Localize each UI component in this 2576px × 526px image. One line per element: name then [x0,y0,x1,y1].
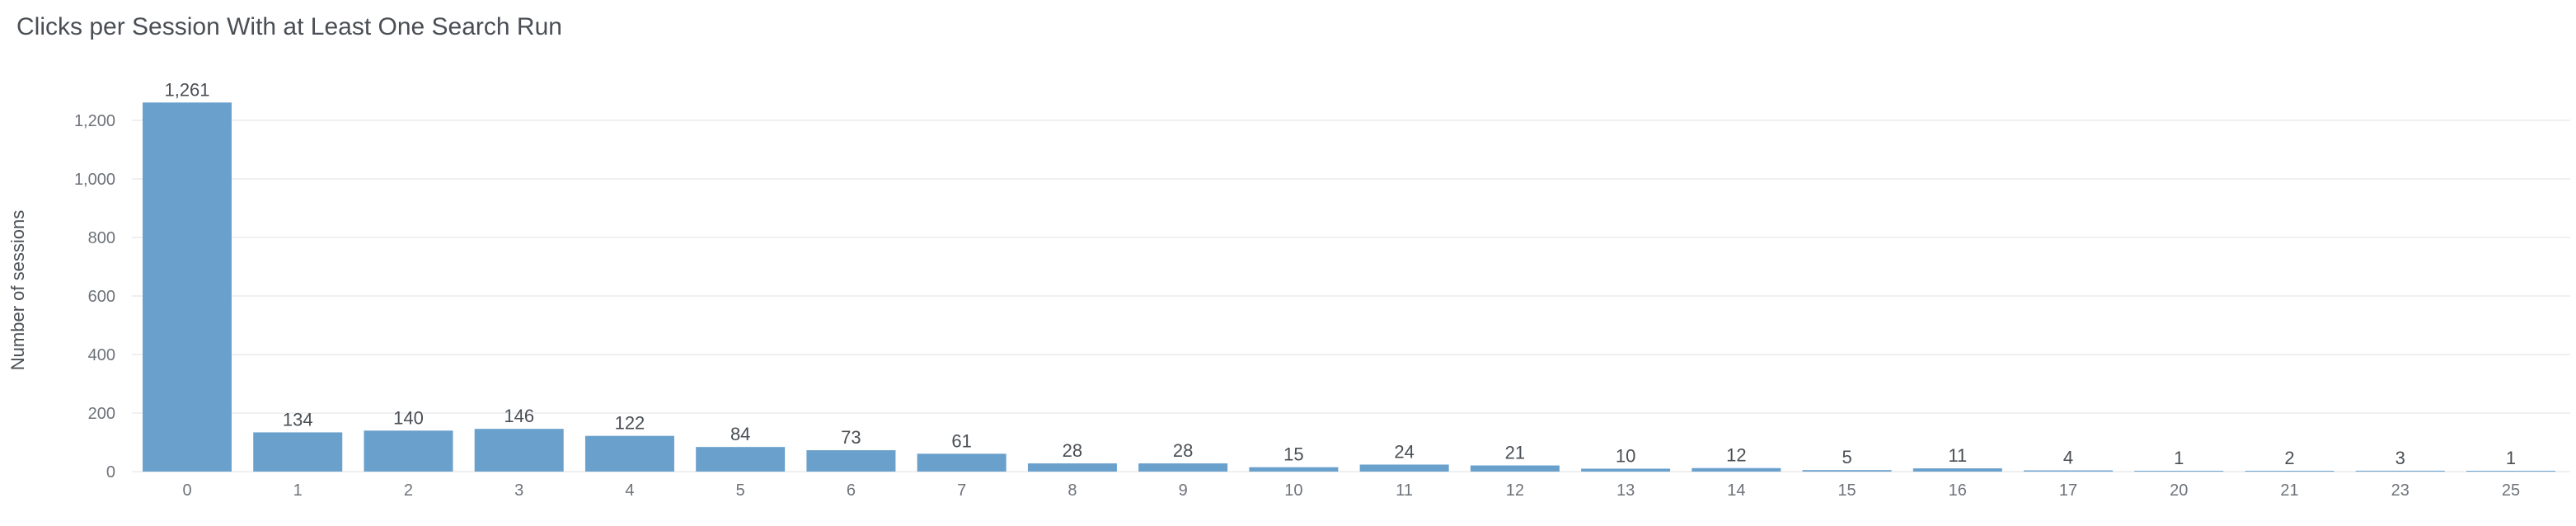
x-tick-label: 5 [736,481,745,500]
x-tick-label: 1 [293,481,303,500]
x-tick-label: 4 [625,481,634,500]
bar-data-label: 12 [1726,445,1746,466]
y-axis-title: Number of sessions [7,210,28,370]
x-tick-label: 20 [2170,481,2188,500]
bar-data-label: 1 [2506,448,2516,468]
bar-2[interactable] [364,430,453,472]
x-tick-label: 14 [1727,481,1745,500]
x-tick-label: 8 [1067,481,1077,500]
x-tick-label: 2 [404,481,413,500]
x-tick-label: 6 [847,481,856,500]
bar-data-label: 3 [2395,448,2405,468]
x-tick-label: 10 [1284,481,1302,500]
bar-10[interactable] [1249,467,1339,472]
bar-13[interactable] [1581,468,1671,472]
bar-16[interactable] [1912,468,2002,472]
bar-data-label: 21 [1505,443,1525,463]
bar-data-label: 1,261 [164,79,209,100]
bar-3[interactable] [474,429,564,472]
x-tick-label: 11 [1396,481,1413,500]
bar-14[interactable] [1692,467,1781,472]
bar-12[interactable] [1470,465,1560,472]
bar-data-label: 10 [1616,445,1635,466]
x-tick-label: 7 [957,481,966,500]
x-tick-label: 3 [514,481,523,500]
bar-0[interactable] [143,102,232,472]
bar-data-label: 24 [1394,441,1414,462]
bar-data-label: 2 [2284,448,2294,468]
bar-data-label: 84 [730,424,750,444]
bar-7[interactable] [917,453,1006,472]
bar-11[interactable] [1359,464,1449,472]
bar-15[interactable] [1802,470,1892,472]
x-tick-label: 23 [2391,481,2409,500]
y-tick-label: 200 [88,405,115,423]
chart-title: Clicks per Session With at Least One Sea… [16,13,562,40]
bar-data-label: 140 [393,407,424,428]
x-tick-label: 17 [2059,481,2077,500]
x-tick-label: 16 [1949,481,1967,500]
bar-20[interactable] [2134,471,2224,472]
x-tick-label: 15 [1837,481,1856,500]
y-axis-ticks: 0 200 400 600 800 1,000 1,200 [74,112,115,481]
x-tick-label: 21 [2280,481,2298,500]
bar-data-label: 146 [504,406,534,426]
bar-data-label: 122 [615,413,645,434]
bar-data-label: 4 [2063,448,2073,468]
bar-data-label: 73 [841,427,861,448]
x-tick-label: 25 [2502,481,2520,500]
bar-8[interactable] [1027,463,1117,472]
bar-5[interactable] [696,447,786,472]
bar-1[interactable] [253,432,343,472]
y-tick-label: 800 [88,229,115,247]
bar-6[interactable] [806,450,896,472]
bar-17[interactable] [2024,470,2114,472]
bar-data-label: 61 [951,430,971,451]
x-tick-label: 9 [1179,481,1188,500]
bar-data-label: 28 [1063,440,1082,461]
bars [143,102,2555,472]
bar-data-label: 28 [1173,440,1193,461]
x-tick-label: 0 [182,481,191,500]
gridlines [132,120,2570,472]
y-tick-label: 0 [106,463,115,481]
y-tick-label: 1,000 [74,171,115,189]
bar-data-label: 134 [283,409,313,430]
bar-4[interactable] [584,435,674,472]
y-tick-label: 600 [88,288,115,306]
y-tick-label: 1,200 [74,112,115,130]
x-axis-ticks: 0 1 2 3 4 5 6 7 8 9 10 11 12 13 14 15 16 17 20 21 23 25 [182,481,2520,500]
x-tick-label: 12 [1506,481,1524,500]
bar-9[interactable] [1138,463,1228,472]
bar-25[interactable] [2466,471,2555,472]
y-tick-label: 400 [88,346,115,364]
bar-23[interactable] [2355,470,2445,472]
x-tick-label: 13 [1616,481,1635,500]
bar-data-label: 5 [1842,447,1851,467]
bar-data-label: 1 [2174,448,2184,468]
bar-data-label: 11 [1948,445,1967,466]
bar-21[interactable] [2245,471,2334,472]
bar-data-label: 15 [1283,444,1303,465]
